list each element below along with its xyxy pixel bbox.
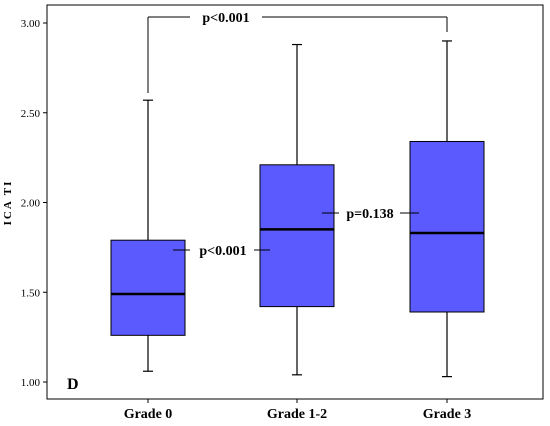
y-axis-label: ICA TI [2,180,14,226]
box-grade-0 [110,99,186,372]
y-tick-label: 3.00 [21,18,41,30]
annotation-grade0-grade12: p<0.001 [173,244,270,259]
x-category-label: Grade 0 [124,407,173,422]
y-tick-label: 1.00 [21,377,41,389]
box-iqr [259,164,335,308]
p-value-label: p=0.138 [346,207,393,222]
x-category-label: Grade 1-2 [267,407,327,422]
p-value-label: p<0.001 [199,244,246,259]
axes: 1.00 1.50 2.00 2.50 3.00 Grade 0 Grade 1-2 Grad… [21,4,544,422]
x-category-label: Grade 3 [423,407,472,422]
y-tick-label: 2.00 [21,198,41,210]
box-grade-3 [409,40,485,378]
annotations: p<0.001 p<0.001 p=0.138 [147,11,448,259]
box-grade-1-2 [259,43,335,376]
boxes [110,40,485,378]
box-iqr [409,140,485,313]
box-iqr [110,239,186,336]
panel-label: D [67,376,79,393]
p-value-label: p<0.001 [202,11,249,26]
annotation-bracket-top: p<0.001 [147,11,448,93]
y-tick-label: 1.50 [21,287,41,299]
annotation-grade12-grade3: p=0.138 [322,207,419,222]
y-tick-label: 2.50 [21,108,41,120]
